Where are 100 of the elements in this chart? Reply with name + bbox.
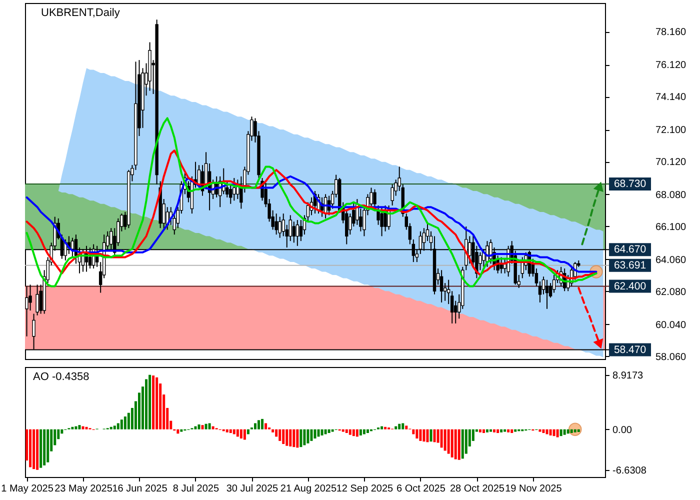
candlestick <box>25 286 28 337</box>
candlestick <box>36 284 39 316</box>
x-tick-label: 16 Jun 2025 <box>112 484 168 494</box>
bar <box>74 426 78 430</box>
bar <box>43 429 46 466</box>
x-tick-label: 23 May 2025 <box>54 484 113 494</box>
bar <box>201 425 204 430</box>
bar <box>282 429 285 444</box>
bar <box>422 429 426 442</box>
bar <box>447 429 450 454</box>
bar <box>32 429 36 470</box>
candlestick <box>552 274 556 294</box>
bar <box>40 429 42 468</box>
bar <box>500 429 503 432</box>
candlestick <box>468 236 472 264</box>
y-tick-label: 78.160 <box>656 27 687 38</box>
x-tick-label: 30 Jul 2025 <box>226 484 279 494</box>
bar <box>504 429 506 432</box>
y-tick-label: 74.140 <box>656 92 687 104</box>
bar <box>208 423 211 430</box>
bar <box>394 426 398 430</box>
bar <box>566 429 570 434</box>
bar <box>145 379 148 430</box>
bar <box>345 429 348 433</box>
bar <box>486 429 488 432</box>
y-tick-label: 76.120 <box>656 60 687 72</box>
bar <box>82 426 84 430</box>
y-tick-label: 62.080 <box>656 286 687 298</box>
bar <box>366 429 369 433</box>
bar <box>240 429 242 438</box>
bar <box>226 429 228 432</box>
bar <box>433 429 436 442</box>
chart-title: UKBRENT,Daily <box>41 7 120 19</box>
bar <box>258 420 260 430</box>
y-tick-label: 66.100 <box>656 222 687 233</box>
bar <box>320 429 324 436</box>
y-tick-label: 70.120 <box>656 157 687 168</box>
y-tick-label: 60.040 <box>656 320 687 331</box>
bar <box>577 429 580 432</box>
candlestick <box>376 204 380 226</box>
ref-line-label: 68.730 <box>614 178 646 190</box>
ref-line-label: 58.470 <box>614 344 646 356</box>
candlestick <box>478 252 482 271</box>
ref-line-label: 62.400 <box>614 280 646 292</box>
bar <box>148 374 152 430</box>
bar <box>243 429 246 440</box>
bar <box>314 429 316 438</box>
bar <box>362 429 366 434</box>
bar <box>180 429 183 432</box>
x-tick-label: 6 Oct 2025 <box>396 484 446 494</box>
bar <box>296 429 299 448</box>
bar <box>342 429 344 432</box>
bar <box>324 429 327 434</box>
ref-line-label: 63.691 <box>614 259 646 272</box>
bar <box>36 429 39 470</box>
bar <box>194 426 197 430</box>
bar <box>292 429 296 448</box>
bar <box>482 429 485 433</box>
bar <box>458 429 460 460</box>
bar <box>384 426 387 430</box>
bar <box>124 416 126 430</box>
bar <box>300 429 302 448</box>
bar <box>236 429 239 437</box>
bar <box>419 429 422 441</box>
bar <box>85 426 88 430</box>
x-tick-label: 12 Sep 2025 <box>336 484 394 494</box>
bar <box>490 429 492 432</box>
bar <box>229 429 232 433</box>
bar <box>405 426 408 430</box>
bar <box>198 424 200 430</box>
bar <box>556 429 559 438</box>
candlestick <box>440 270 444 303</box>
bar <box>398 424 401 430</box>
bar <box>416 429 418 438</box>
bar <box>317 429 320 437</box>
bar <box>450 429 454 458</box>
x-tick-label: 28 Oct 2025 <box>450 484 505 494</box>
chart-title: AO -0.4358 <box>33 371 90 383</box>
y-tick-label: 58.060 <box>656 352 687 363</box>
bar <box>461 429 464 459</box>
x-tick-label: 1 May 2025 <box>1 484 54 494</box>
bar <box>303 429 306 446</box>
bar <box>507 429 510 432</box>
bar <box>289 429 292 446</box>
candlestick <box>292 221 296 244</box>
bar <box>546 429 548 434</box>
bar <box>261 418 264 430</box>
bar <box>348 429 352 435</box>
bar <box>552 429 556 436</box>
bar <box>496 429 500 433</box>
bar <box>120 420 123 430</box>
bar <box>440 429 443 448</box>
candlestick <box>380 206 384 237</box>
bar <box>110 426 112 430</box>
bar <box>212 426 214 430</box>
bar <box>430 429 432 442</box>
bar <box>264 423 268 430</box>
bar <box>29 429 32 468</box>
y-tick-label: 64.060 <box>656 254 687 266</box>
bar <box>246 429 250 434</box>
